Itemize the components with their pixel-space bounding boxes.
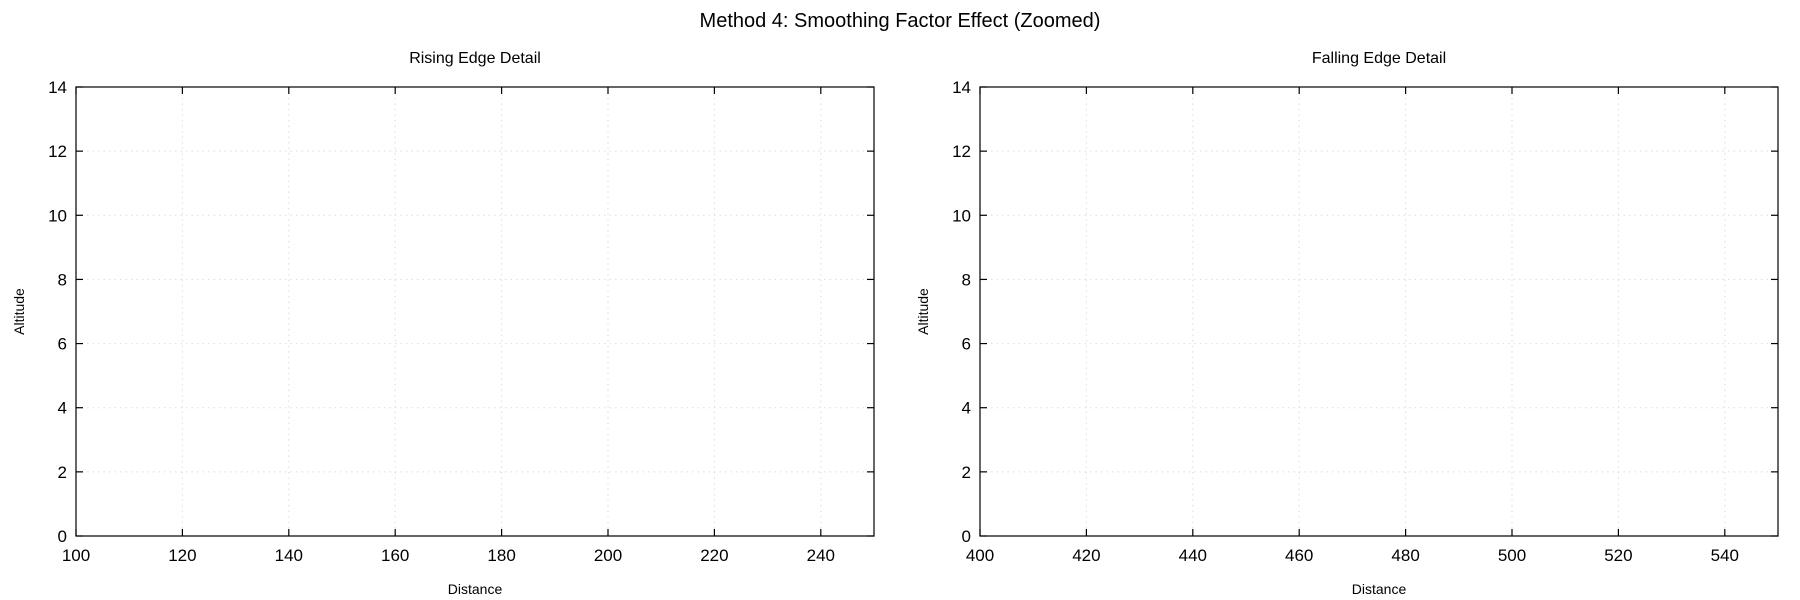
x-tick-label: 160 [381,546,409,565]
x-tick-label: 440 [1179,546,1207,565]
chart-rising-edge: 100 120 140 160 180 200 220 240 0 2 4 6 8 10 12 14 Risin… [11,50,875,597]
x-tick-label: 500 [1498,546,1526,565]
y-tick-label: 12 [952,142,971,161]
x-tick-label: 540 [1711,546,1739,565]
y-axis: 0 2 4 6 8 10 12 14 [48,78,874,546]
x-axis-label: Distance [448,581,503,597]
x-tick-label: 100 [62,546,90,565]
chart-falling-edge: 400 420 440 460 480 500 520 540 0 2 4 6 8 10 12 14 Falli… [915,50,1779,597]
x-tick-label: 240 [807,546,835,565]
x-tick-label: 520 [1604,546,1632,565]
x-tick-label: 200 [594,546,622,565]
y-tick-label: 2 [58,463,67,482]
plot-frame [979,86,1779,537]
y-tick-label: 10 [952,206,971,225]
plot-frame [75,86,875,537]
x-tick-label: 400 [966,546,994,565]
x-tick-label: 180 [487,546,515,565]
y-tick-label: 0 [962,527,971,546]
x-tick-label: 120 [168,546,196,565]
y-axis: 0 2 4 6 8 10 12 14 [952,78,1778,546]
y-tick-label: 14 [952,78,971,97]
y-tick-label: 6 [962,335,971,354]
x-axis: 100 120 140 160 180 200 220 240 [62,87,835,565]
y-tick-label: 6 [58,335,67,354]
y-tick-label: 12 [48,142,67,161]
y-tick-label: 8 [58,270,67,289]
y-tick-label: 14 [48,78,67,97]
y-tick-label: 2 [962,463,971,482]
x-axis-label: Distance [1352,581,1407,597]
x-tick-label: 420 [1072,546,1100,565]
y-tick-label: 10 [48,206,67,225]
x-tick-label: 480 [1391,546,1419,565]
y-tick-label: 4 [58,399,67,418]
x-axis: 400 420 440 460 480 500 520 540 [966,87,1739,565]
grid [980,87,1778,536]
y-axis-label: Altitude [11,288,27,335]
x-tick-label: 220 [700,546,728,565]
x-tick-label: 460 [1285,546,1313,565]
y-tick-label: 4 [962,399,971,418]
subplot-title: Rising Edge Detail [409,50,541,67]
x-tick-label: 140 [275,546,303,565]
figure-title: Method 4: Smoothing Factor Effect (Zoome… [699,10,1101,32]
y-tick-label: 0 [58,527,67,546]
y-axis-label: Altitude [915,288,931,335]
grid [76,87,874,536]
subplot-title: Falling Edge Detail [1312,50,1446,67]
y-tick-label: 8 [962,270,971,289]
